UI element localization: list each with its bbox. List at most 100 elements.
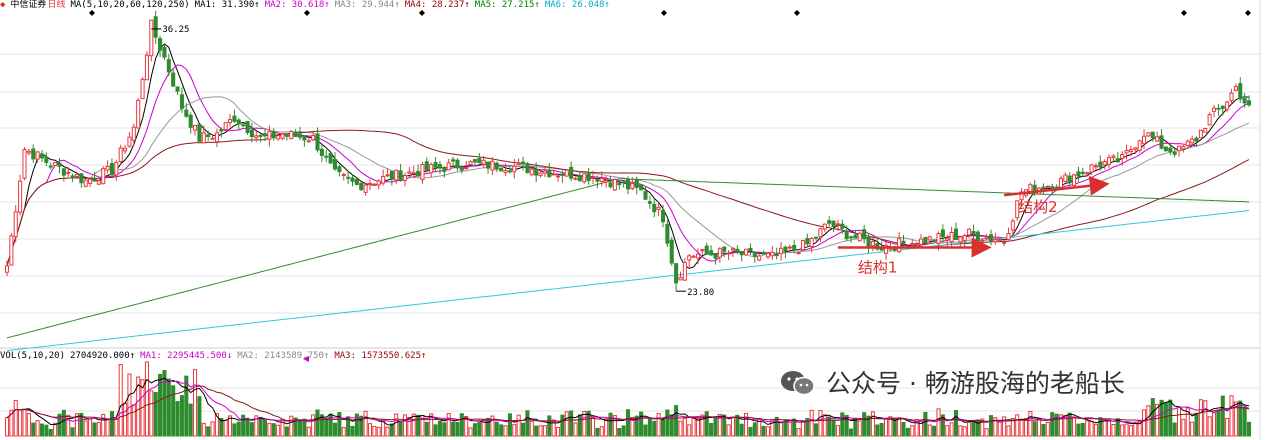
candle-body <box>241 124 246 127</box>
volume-bar <box>44 424 49 437</box>
volume-bar <box>376 426 381 437</box>
volume-bar <box>315 409 320 437</box>
wechat-icon <box>781 371 815 396</box>
volume-bar <box>451 421 456 437</box>
candle-body <box>634 179 639 188</box>
volume-bar <box>599 426 604 437</box>
candle-body <box>153 16 158 38</box>
volume-cursor-marker: ◀ <box>303 354 310 363</box>
volume-bar <box>1028 410 1033 437</box>
candle-body <box>1146 132 1151 137</box>
structure1-label: 结构1 <box>858 258 898 276</box>
candle-body <box>818 228 823 238</box>
candle-body <box>206 134 211 138</box>
candle-body <box>1190 138 1195 144</box>
candle-body <box>779 247 784 255</box>
candle-body <box>512 165 517 173</box>
volume-bar <box>923 411 928 437</box>
candle-body <box>1111 155 1116 158</box>
volume-bar <box>639 411 644 437</box>
volume-bar <box>883 418 889 437</box>
volume-bar <box>555 426 561 437</box>
volume-bar <box>1067 412 1072 437</box>
price-labels: 36.25 23.80 <box>151 25 714 298</box>
candle-body <box>516 162 521 166</box>
volume-bar <box>1133 423 1138 437</box>
volume-bar <box>433 424 438 437</box>
volume-bar <box>1107 419 1112 437</box>
volume-bar <box>1168 399 1173 437</box>
candle-body <box>551 173 556 176</box>
candle-body <box>9 235 14 266</box>
volume-ma-lines: ◀ <box>6 354 1250 426</box>
volume-bar <box>127 373 132 437</box>
candle-body <box>376 180 381 186</box>
event-marker: ◆ <box>89 8 96 17</box>
candle-body <box>341 173 346 176</box>
volume-bar <box>88 418 93 437</box>
volume-bar <box>783 419 788 437</box>
volume-bar <box>814 423 819 437</box>
candle-body <box>1155 136 1160 142</box>
candle-body <box>573 177 578 180</box>
candle-body <box>1242 98 1247 104</box>
volume-bar <box>297 419 303 437</box>
candle-body <box>262 133 268 137</box>
candle-body <box>783 246 788 252</box>
candle-body <box>984 236 989 240</box>
volume-bar <box>271 423 276 437</box>
volume-bar <box>416 414 421 437</box>
low-label: 23.80 <box>687 288 714 298</box>
volume-bar <box>503 425 508 437</box>
volume-bar <box>1085 420 1090 437</box>
candle-body <box>1063 174 1068 182</box>
volume-bar <box>590 416 596 437</box>
volume-bar <box>39 423 45 437</box>
candle-body <box>507 170 512 173</box>
volume-bar <box>354 413 359 437</box>
volume-bar <box>1120 424 1125 437</box>
volume-bar <box>547 415 552 437</box>
volume-bar <box>1124 423 1129 437</box>
volume-bar <box>1142 409 1147 437</box>
volume-bar <box>1194 412 1199 437</box>
volume-bar <box>997 421 1002 437</box>
candle-body <box>88 178 93 184</box>
candle-body <box>840 223 845 229</box>
ma-value-6: MA6: 26.048↑ <box>544 0 610 10</box>
volume-bar <box>1076 423 1081 437</box>
candle-body <box>914 244 919 247</box>
candle-body <box>1093 165 1098 168</box>
volume-bar <box>818 410 823 437</box>
volume-bar <box>739 423 744 437</box>
volume-bar <box>905 427 910 437</box>
volume-bar <box>582 410 587 437</box>
volume-bar <box>402 414 407 437</box>
volume-bar <box>1115 418 1120 437</box>
candle-body <box>1198 129 1203 139</box>
candle-body <box>1076 171 1081 177</box>
candle-body <box>997 238 1002 241</box>
volume-bar <box>1054 413 1059 437</box>
candle-body <box>1089 164 1094 173</box>
volume-bar <box>57 413 62 437</box>
volume-value-2: MA1: 2295445.500↓ <box>140 351 233 361</box>
volume-bar <box>188 403 193 437</box>
candle-body <box>70 175 75 179</box>
candle-body <box>604 180 609 183</box>
volume-bar <box>1203 400 1208 437</box>
candle-body <box>1041 186 1046 190</box>
candle-body <box>709 250 714 256</box>
volume-bar <box>66 414 71 437</box>
candle-body <box>621 181 626 184</box>
volume-bar <box>875 424 880 437</box>
candle-body <box>625 178 631 190</box>
volume-bar <box>1146 405 1151 437</box>
volume-bar <box>389 423 394 437</box>
candle-body <box>656 206 661 210</box>
candle-body <box>245 120 250 134</box>
volume-bar <box>1089 420 1094 437</box>
volume-bar <box>464 415 469 437</box>
candle-body <box>1163 146 1168 152</box>
